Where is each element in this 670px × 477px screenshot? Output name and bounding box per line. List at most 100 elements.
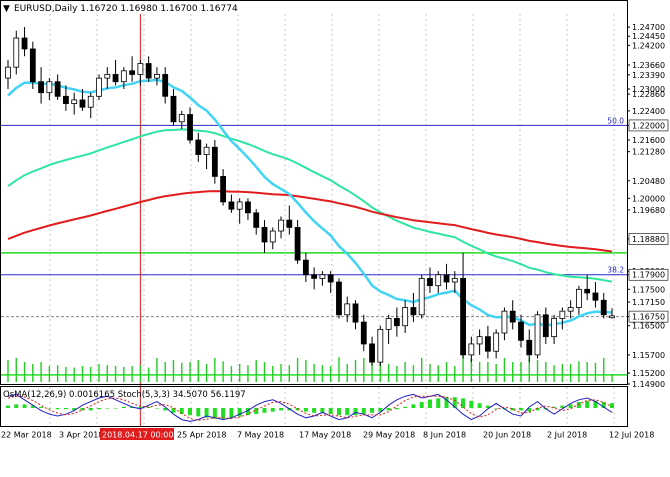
osma-bar [576,402,581,408]
osma-bar [328,408,333,414]
candle-body [352,303,359,323]
osma-bar [303,408,308,412]
price-label: 1.22000 [632,121,665,130]
candle-body [29,48,36,83]
ema-mid-line [7,128,613,283]
osma-bar [568,404,573,408]
candle-body [178,114,185,123]
price-label: 1.20480 [632,177,665,186]
price-label: 1.16500 [632,322,665,331]
candle-body [377,328,384,363]
candle-body [559,310,566,319]
osma-bar [39,406,44,408]
candle-body [261,227,268,243]
date-label: 25 Apr 2018 [177,431,226,440]
osma-bar [427,399,432,408]
osma-bar [237,408,242,417]
candle-body [21,37,28,50]
candle-body [484,336,491,352]
osma-bar [80,408,85,411]
date-label: 3 Apr 2018 [59,431,103,440]
indicator-info: OsMA(12,26,9) 0.0016165 Stoch(5,3,3) 34.… [3,390,246,400]
candle-body [567,307,574,312]
osma-bar [353,408,358,416]
price-tag [628,310,669,323]
osma-bar [121,406,126,408]
osma-bar [22,404,27,408]
candle-body [592,292,599,301]
candle-body [253,212,260,228]
candle-body [501,310,508,334]
osma-bar [262,408,267,413]
main-frame [0,0,628,385]
date-label: 7 May 2018 [237,431,284,440]
price-label: 1.15200 [632,369,665,378]
osma-bar [72,408,77,411]
candle-body [46,81,53,94]
candle-body [96,77,102,97]
candle-body [336,281,342,316]
candle-body [443,274,450,283]
candle-body [79,99,86,108]
candle-body [13,37,20,68]
price-label: 1.22860 [632,90,665,99]
osma-bar [55,408,60,410]
osma-bar [221,408,226,419]
candle-body [154,74,160,79]
grid-lines [49,14,615,426]
osma-bar [378,408,383,412]
date-label: 29 May 2018 [363,431,415,440]
candle-body [534,314,541,356]
price-label: 1.19680 [632,206,665,215]
candle-body [451,277,458,283]
osma-bar [394,408,399,410]
price-label: 1.15700 [632,351,665,360]
candle-body [38,81,44,94]
price-label: 1.14900 [632,380,665,389]
price-label: 1.20000 [632,194,665,203]
price-label: 1.17900 [632,271,665,280]
osma-bar [279,408,284,411]
stoch-main-line [7,393,613,422]
price-tag [628,268,669,281]
osma-bar [345,408,350,416]
osma-bar [560,405,565,408]
osma-bar [47,408,52,409]
candle-body [170,95,177,123]
candle-body [187,114,193,141]
osma-bar [188,408,193,416]
candle-body [418,277,425,316]
osma-bar [105,408,110,409]
candle-body [551,318,557,338]
candle-body [327,274,334,283]
osma-bar [403,406,408,408]
candle-body [526,339,533,356]
candle-body [220,176,227,203]
osma-bar [593,400,598,408]
osma-bar [63,408,68,410]
candle-body [509,310,516,323]
osma-bar [171,408,176,413]
candle-body [600,299,607,316]
candle-body [344,303,351,316]
date-label: 2 Jul 2018 [547,431,587,440]
osma-bar [196,408,201,417]
candle-body [211,146,218,177]
candle-body [476,336,483,345]
candle-body [427,277,433,287]
horizontal-levels [1,124,627,376]
candle-body [137,63,144,75]
candle-body [609,315,615,319]
candle-body [162,74,169,97]
candle-body [87,95,94,108]
osma-bar [461,398,466,408]
price-label: 1.16750 [632,313,665,322]
chart-menu-icon[interactable]: ▼ [3,4,10,14]
osma-bar [312,408,317,413]
osma-bar [320,408,325,413]
